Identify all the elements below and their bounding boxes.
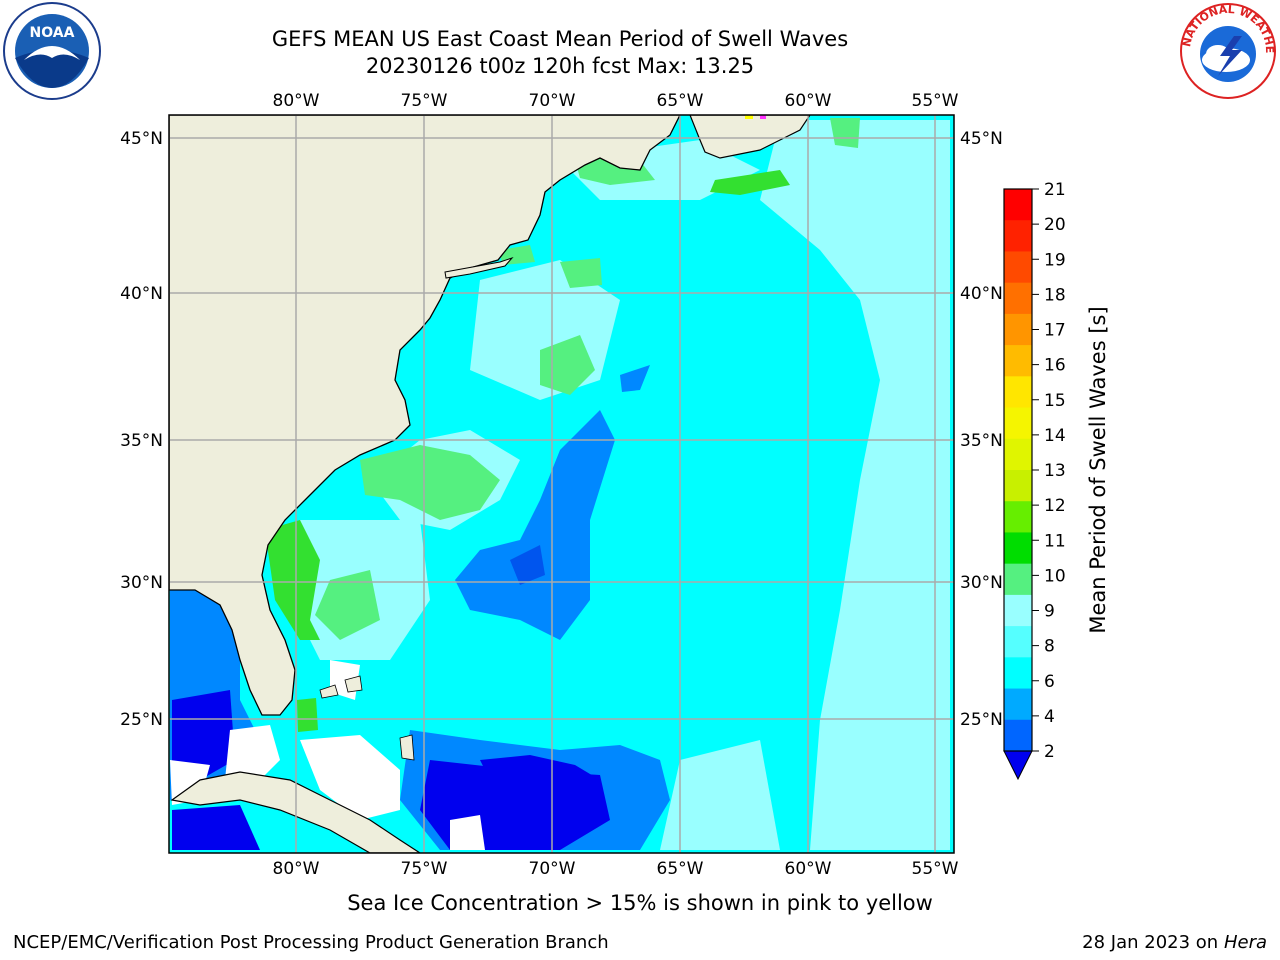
colorbar-tick-label: 9 [1044,602,1055,622]
lon-label-bottom-65w: 65°W [657,859,704,879]
map-subtitle-run: 20230126 t00z 120h fcst Max: 13.25 [365,54,755,78]
colorbar-segment [1004,345,1032,377]
colorbar-tick-label: 8 [1044,637,1055,657]
swell-period-band-9-10-f [830,118,860,148]
colorbar-tick-label: 4 [1044,707,1055,727]
noaa-logo-text: NOAA [30,25,75,41]
lon-label-bottom-70w: 70°W [529,859,576,879]
colorbar-tick-label: 14 [1044,426,1066,446]
colorbar-segment [1004,594,1032,627]
colorbar-tick-label: 2 [1044,742,1055,762]
lat-label-left-45n: 45°N [120,129,163,149]
map-plot-area [169,115,954,853]
colorbar-tick-label: 16 [1044,356,1066,376]
swell-period-band-8-9 [760,120,950,850]
lon-label-bottom-60w: 60°W [785,859,832,879]
land-bahamas-3 [399,734,415,761]
colorbar-segment [1004,407,1032,440]
colorbar-extend-arrow [1003,750,1033,781]
colorbar-tick-label: 11 [1044,531,1066,551]
colorbar-label: Mean Period of Swell Waves [s] [1086,306,1110,634]
sea-ice-note: Sea Ice Concentration > 15% is shown in … [347,891,933,915]
swell-period-band-10-11-c [297,698,318,732]
colorbar-segment [1004,220,1032,252]
colorbar-segment [1004,626,1032,658]
footer-host: Hera [1223,932,1267,953]
swell-period-band-4-6-b [620,365,650,392]
colorbar-segment [1004,189,1032,221]
no-data-area-c [450,815,485,850]
land-bahamas-2 [344,675,363,693]
sea-ice-mark-2 [760,115,766,119]
colorbar-segment [1004,470,1032,502]
nws-logo-icon: NATIONAL WEATHER SERVICE [1178,2,1276,99]
colorbar-segment [1004,532,1032,565]
lat-label-left-35n: 35°N [120,431,163,451]
map-title: GEFS MEAN US East Coast Mean Period of S… [271,27,849,51]
colorbar-segment [1004,563,1032,596]
land-hispaniola-area [480,755,600,790]
colorbar-tick-label: 10 [1044,566,1066,586]
lon-label-bottom-80w: 80°W [273,859,320,879]
swell-period-band-2-4 [510,545,545,585]
lon-label-top-65w: 65°W [657,91,704,111]
swell-period-band-2-4-gulf [172,690,235,780]
swell-period-band-9-10 [360,445,500,520]
colorbar-segment [1004,719,1032,752]
lon-label-top-80w: 80°W [273,91,320,111]
sea-ice-mark [745,115,753,119]
swell-period-band-10-11-b [710,170,790,195]
swell-period-band-2-4-south [172,805,260,850]
colorbar-segment [1004,688,1032,721]
colorbar: 21 20 19 18 17 16 15 14 13 12 11 10 9 8 6 4 2 [1003,180,1066,781]
colorbar-segment [1004,657,1032,690]
lon-label-top-55w: 55°W [912,91,959,111]
lon-label-bottom-75w: 75°W [401,859,448,879]
lon-label-top-75w: 75°W [401,91,448,111]
colorbar-tick-label: 18 [1044,285,1066,305]
swell-period-band-9-10-c [540,335,595,395]
colorbar-tick-label: 15 [1044,391,1066,411]
colorbar-tick-label: 13 [1044,461,1066,481]
land-maritimes [689,115,811,159]
lat-label-left-30n: 30°N [120,573,163,593]
colorbar-segment [1004,251,1032,284]
colorbar-segment [1004,313,1032,346]
footer-date-text: 28 Jan 2023 on [1082,932,1224,953]
lon-label-top-70w: 70°W [529,91,576,111]
colorbar-tick-label: 21 [1044,180,1066,200]
lon-label-top-60w: 60°W [785,91,832,111]
lon-label-bottom-55w: 55°W [912,859,959,879]
colorbar-tick-label: 6 [1044,672,1055,692]
lat-label-right-40n: 40°N [960,284,1003,304]
colorbar-segment [1004,376,1032,409]
colorbar-tick-label: 17 [1044,321,1066,341]
colorbar-tick-label: 12 [1044,496,1066,516]
no-data-area-bahamas [300,735,400,820]
land-bahamas-1 [319,684,339,699]
lat-label-right-30n: 30°N [960,573,1003,593]
lat-label-right-45n: 45°N [960,129,1003,149]
lat-label-right-25n: 25°N [960,710,1003,730]
colorbar-segment [1004,282,1032,315]
lat-label-left-25n: 25°N [120,710,163,730]
swell-period-band-9-10-b [315,570,380,640]
colorbar-segment [1004,501,1032,533]
noaa-logo-icon: NOAA [3,2,101,100]
colorbar-tick-label: 19 [1044,250,1066,270]
colorbar-tick-label: 20 [1044,215,1066,235]
lat-label-right-35n: 35°N [960,431,1003,451]
footer-credit: NCEP/EMC/Verification Post Processing Pr… [13,932,609,953]
swell-period-band-10-11 [265,520,320,640]
swell-period-band-9-10-d [560,258,602,288]
map-frame [168,114,955,854]
lat-label-left-40n: 40°N [120,284,163,304]
land-long-island [444,256,514,279]
colorbar-segment [1004,438,1032,471]
swell-period-band-8-9-southeast [660,740,780,850]
map-gridlines [169,115,954,853]
footer-date: 28 Jan 2023 on Hera [1082,932,1267,953]
